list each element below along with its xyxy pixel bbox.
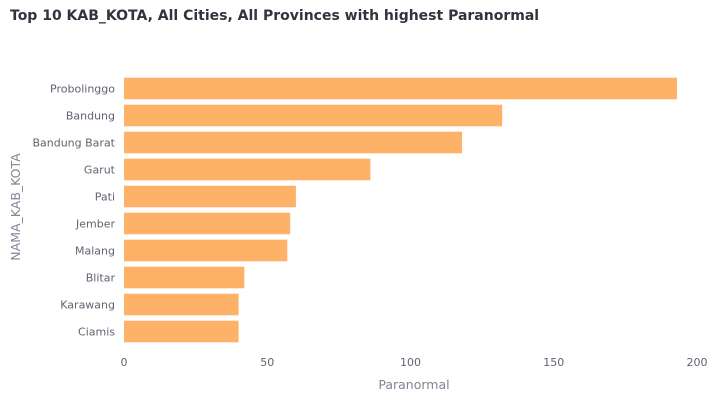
bar-bandung-barat[interactable] [124,131,463,154]
bar-pati[interactable] [124,185,296,208]
category-label: Ciamis [78,326,115,339]
category-label: Bandung Barat [32,137,115,150]
x-tick-label: 150 [543,356,564,369]
bars-group [124,77,677,343]
x-tick-labels: 0 50 100 150 200 [121,356,708,369]
x-axis-title: Paranormal [378,377,449,392]
category-label: Pati [95,191,115,204]
category-label: Malang [75,245,115,258]
category-label: Garut [84,164,116,177]
y-axis-title: NAMA_KAB_KOTA [8,153,23,261]
category-label: Probolinggo [50,83,115,96]
category-label: Blitar [86,272,116,285]
category-label: Bandung [66,110,115,123]
bar-bandung[interactable] [124,104,503,127]
bar-garut[interactable] [124,158,371,181]
bar-jember[interactable] [124,212,291,235]
category-label: Jember [75,218,115,231]
x-tick-label: 0 [121,356,128,369]
chart-title: Top 10 KAB_KOTA, All Cities, All Provinc… [10,8,540,24]
bar-malang[interactable] [124,239,288,262]
category-label: Karawang [60,299,115,312]
bar-karawang[interactable] [124,293,239,316]
x-tick-label: 200 [687,356,708,369]
x-tick-label: 50 [260,356,274,369]
bar-blitar[interactable] [124,266,245,289]
category-labels: Probolinggo Bandung Bandung Barat Garut Pati… [32,83,115,339]
x-tick-label: 100 [400,356,421,369]
bar-ciamis[interactable] [124,320,239,343]
bar-probolinggo[interactable] [124,77,677,100]
